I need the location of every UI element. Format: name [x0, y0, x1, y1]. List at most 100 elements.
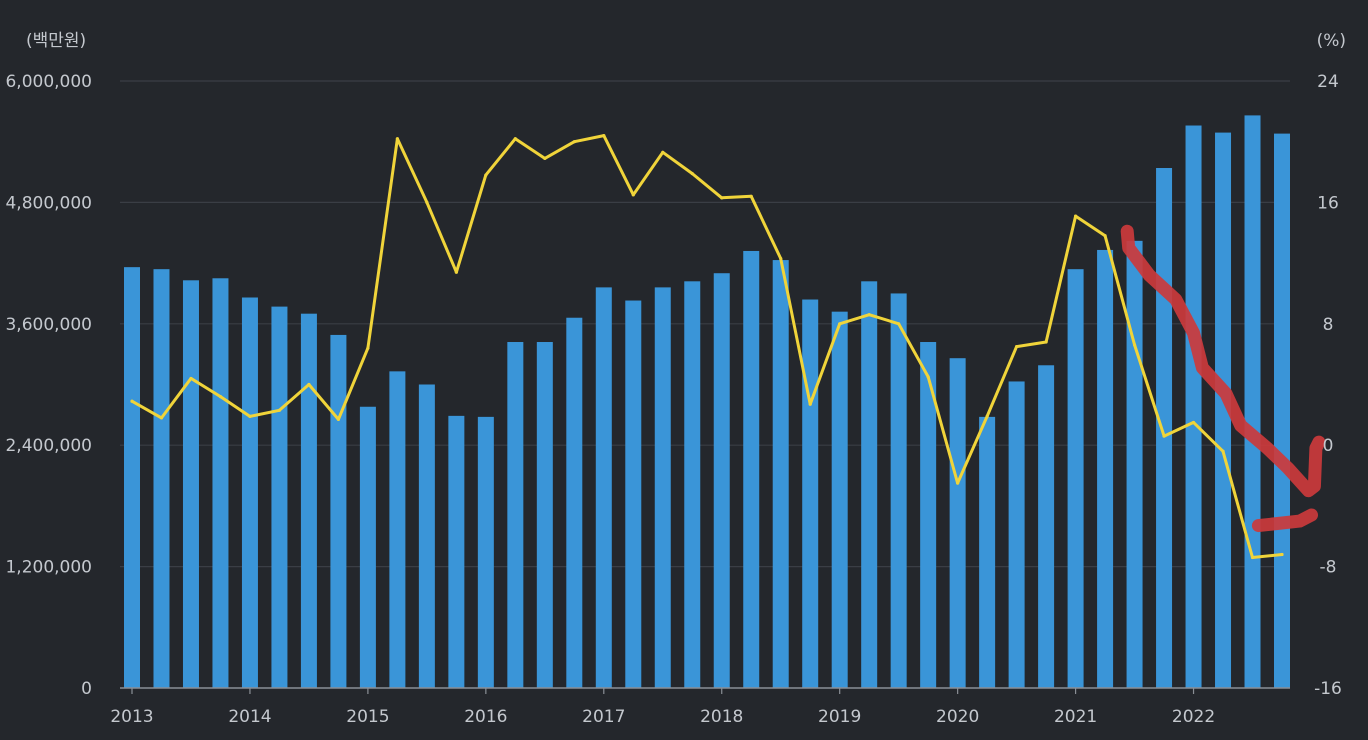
bar — [625, 300, 642, 688]
growth-point — [572, 140, 576, 144]
bar — [182, 280, 199, 688]
growth-point — [543, 156, 547, 160]
bar — [1156, 168, 1173, 689]
bar — [802, 299, 819, 688]
bar — [713, 273, 730, 688]
growth-point — [867, 313, 871, 317]
growth-point — [395, 137, 399, 141]
right-tick-label: -16 — [1314, 679, 1342, 699]
x-tick-label: 2022 — [1172, 707, 1215, 727]
bar — [772, 260, 789, 688]
growth-point — [1250, 555, 1255, 560]
bar — [1185, 125, 1202, 689]
x-tick-label: 2013 — [110, 707, 153, 727]
right-tick-label: 16 — [1317, 193, 1339, 213]
x-tick-label: 2017 — [582, 707, 625, 727]
right-tick-label: 8 — [1323, 315, 1334, 335]
bar — [566, 317, 583, 688]
left-tick-label: 2,400,000 — [5, 436, 92, 456]
bar — [389, 371, 406, 688]
bar — [241, 297, 258, 688]
growth-point — [631, 193, 635, 197]
bar — [507, 342, 524, 688]
bar — [359, 406, 376, 688]
x-tick-label: 2020 — [936, 707, 979, 727]
left-tick-label: 1,200,000 — [5, 558, 92, 578]
left-tick-label: 6,000,000 — [5, 72, 92, 92]
growth-point — [985, 414, 989, 418]
growth-point — [189, 376, 193, 381]
x-tick-label: 2018 — [700, 707, 743, 727]
growth-point — [218, 395, 223, 399]
growth-point — [1191, 420, 1196, 425]
growth-point — [749, 194, 753, 198]
growth-point — [956, 481, 960, 485]
bar — [124, 267, 140, 688]
growth-point — [484, 173, 488, 177]
right-axis-unit: (%) — [1317, 31, 1346, 51]
growth-point — [1132, 343, 1137, 347]
bar — [212, 278, 229, 688]
bar — [831, 311, 848, 688]
annotation-arrow-barb — [1251, 508, 1318, 533]
right-tick-label: -8 — [1320, 558, 1337, 578]
growth-point — [1103, 234, 1107, 238]
x-tick-label: 2016 — [464, 707, 507, 727]
bar — [684, 281, 701, 688]
growth-point — [336, 417, 341, 422]
bar — [654, 287, 671, 688]
growth-point — [779, 256, 783, 261]
left-tick-label: 4,800,000 — [5, 193, 92, 213]
bar — [890, 293, 907, 688]
growth-point — [454, 270, 458, 274]
left-tick-label: 0 — [81, 679, 92, 699]
x-tick-label: 2015 — [346, 707, 389, 727]
annotation — [1120, 224, 1326, 533]
growth-point — [720, 196, 724, 200]
growth-point — [690, 171, 694, 176]
growth-point — [425, 200, 429, 204]
bar — [1244, 115, 1261, 688]
x-tick-label: 2021 — [1054, 707, 1097, 727]
growth-point — [513, 137, 517, 141]
bar — [536, 342, 553, 688]
right-tick-label: 0 — [1323, 436, 1334, 456]
annotation-arrow-path — [1120, 224, 1326, 498]
bar — [1097, 249, 1114, 688]
growth-point — [602, 134, 606, 138]
bar — [1038, 365, 1055, 688]
growth-point — [366, 346, 370, 350]
left-axis-unit: (백만원) — [26, 31, 86, 51]
x-tick-label: 2014 — [228, 707, 271, 727]
growth-point — [1162, 434, 1166, 438]
growth-point — [1073, 214, 1078, 218]
axis-labels: 0 1,200,000 2,400,000 3,600,000 4,800,000 6,0… — [5, 72, 1341, 727]
growth-point — [926, 375, 930, 379]
growth-point — [1221, 449, 1225, 453]
bar — [1067, 269, 1084, 688]
bar — [271, 306, 288, 688]
growth-line — [130, 134, 1284, 559]
bar — [743, 250, 760, 688]
bar — [330, 334, 347, 688]
bar — [1215, 132, 1232, 689]
bar — [448, 415, 465, 688]
bar — [949, 358, 966, 688]
growth-point — [248, 414, 252, 418]
bar — [1008, 381, 1025, 688]
bar — [595, 287, 612, 688]
growth-point — [130, 399, 134, 403]
growth-point — [1015, 344, 1019, 349]
growth-point — [1280, 552, 1284, 557]
bar — [1274, 133, 1290, 688]
right-tick-label: 24 — [1317, 72, 1339, 92]
bar — [979, 416, 996, 688]
left-tick-label: 3,600,000 — [5, 315, 92, 335]
growth-point — [1044, 340, 1048, 344]
grid-lines — [120, 80, 1290, 568]
x-tick-label: 2019 — [818, 707, 861, 727]
bar — [1126, 240, 1143, 689]
growth-point — [159, 416, 164, 420]
